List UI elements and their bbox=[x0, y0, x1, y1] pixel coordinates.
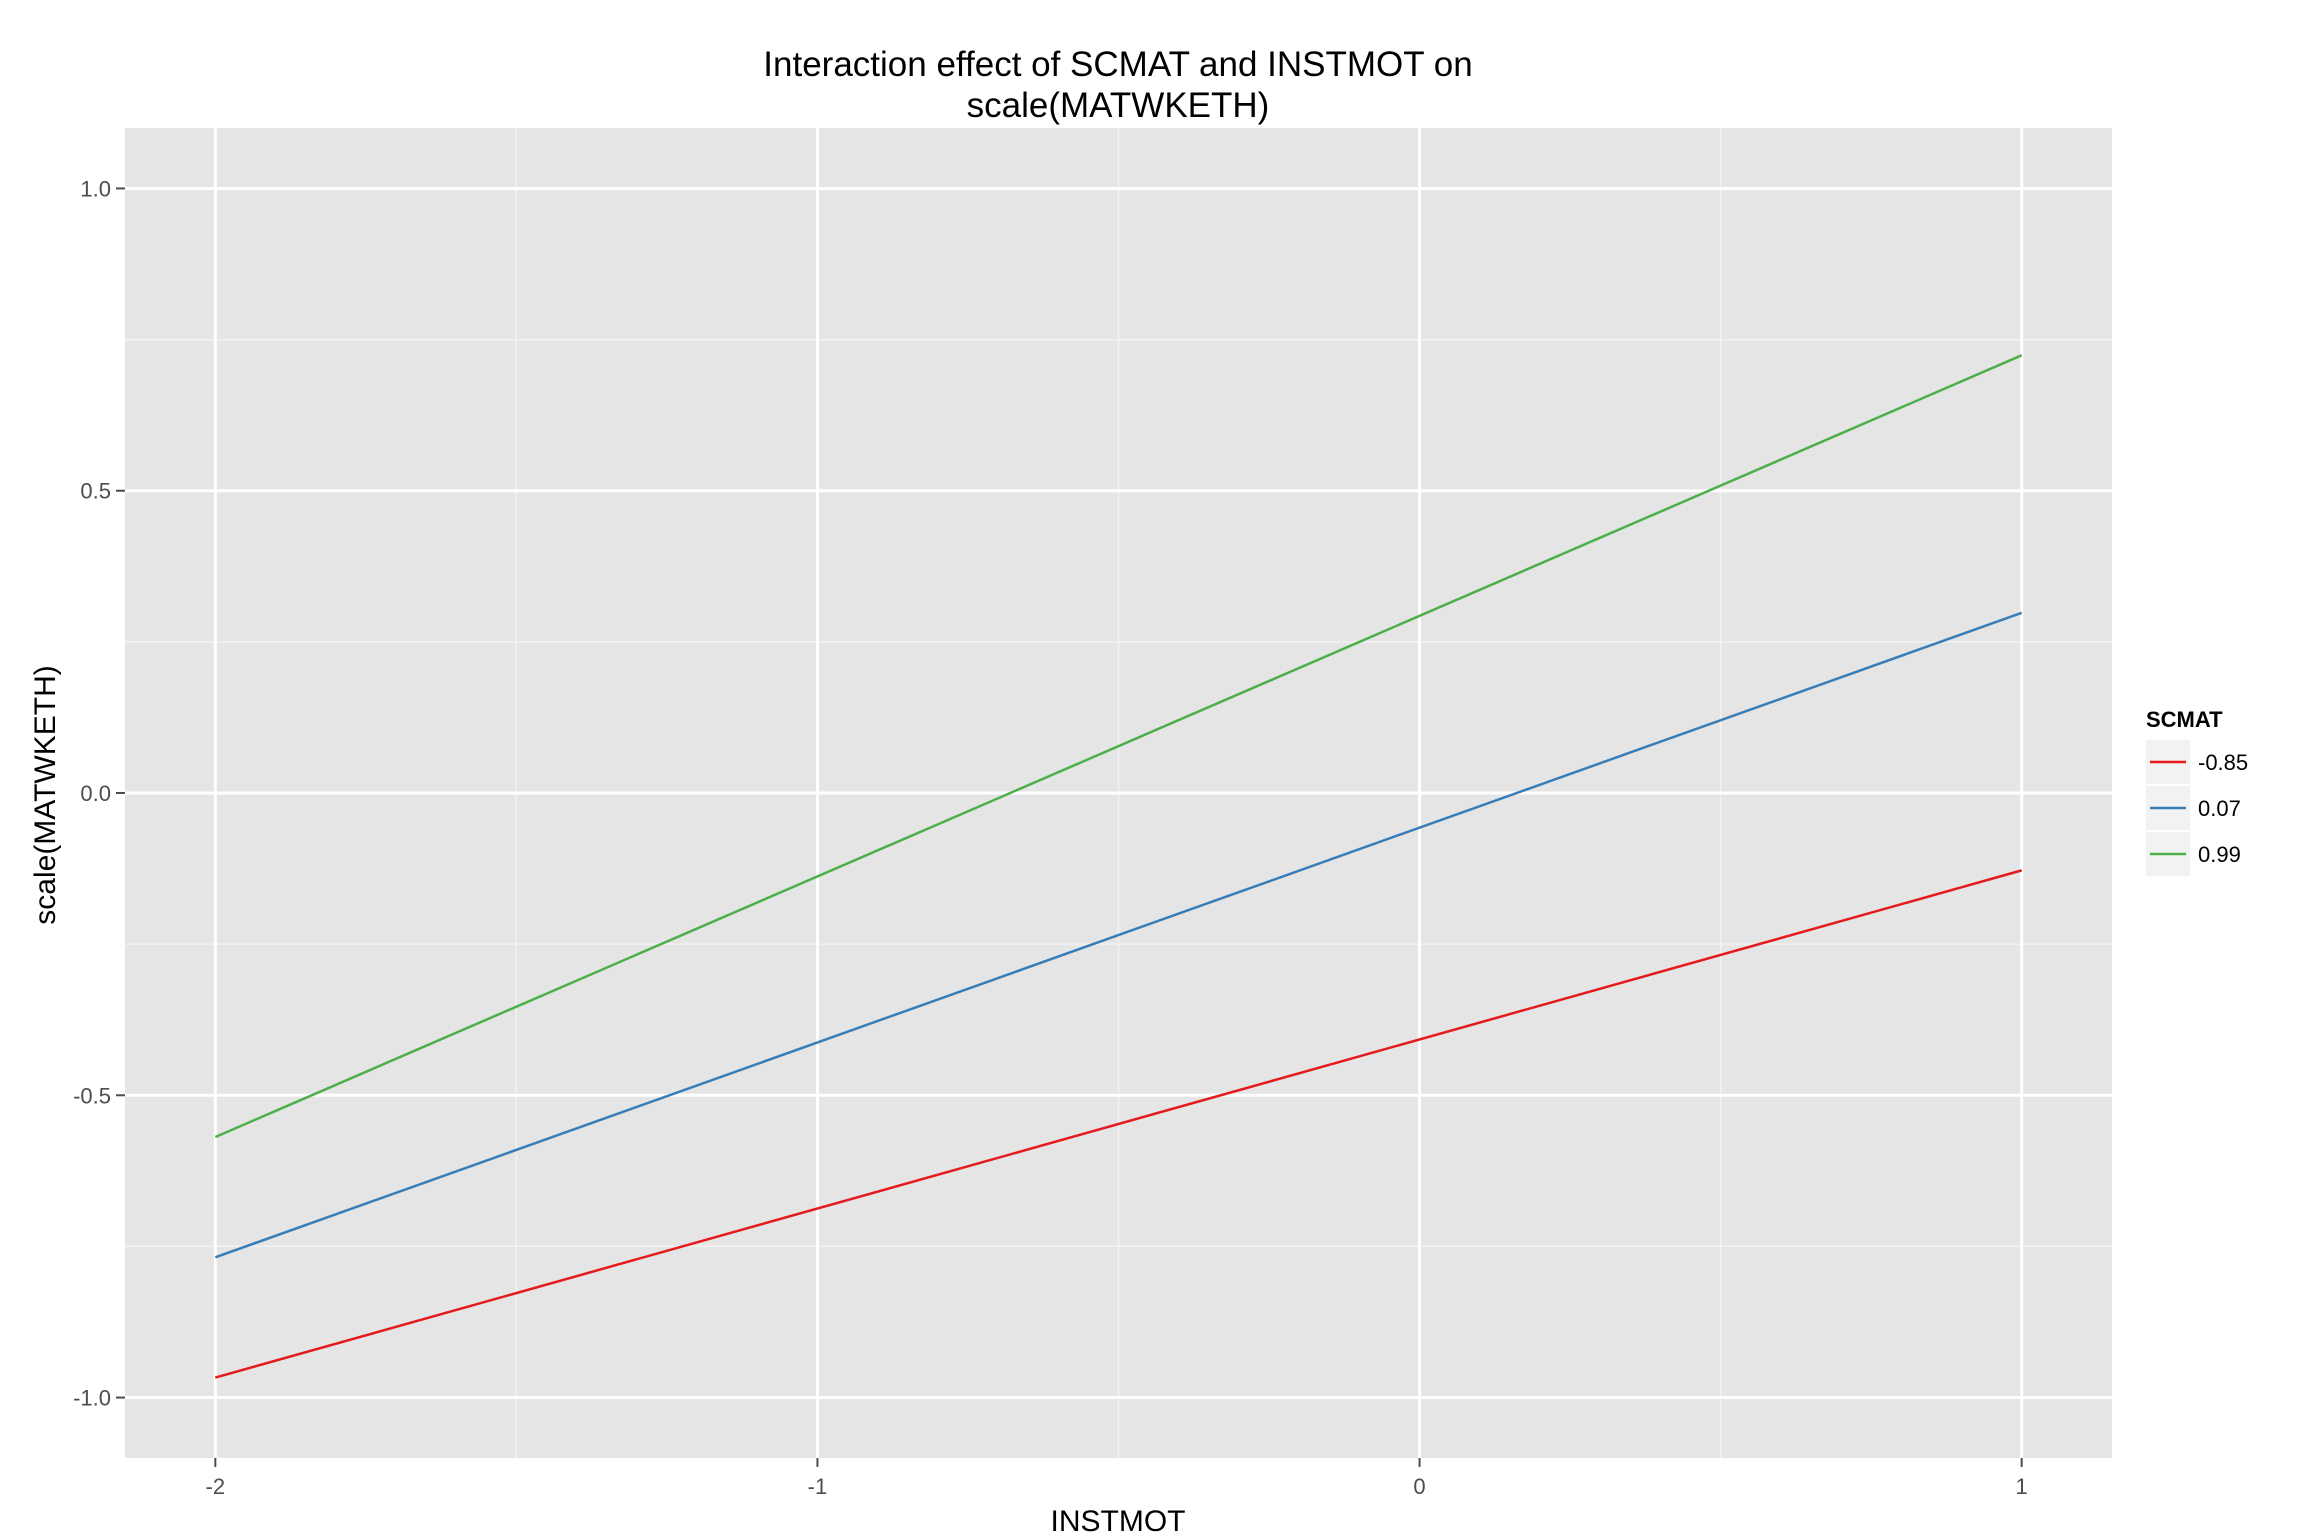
x-tick-label: 0 bbox=[1413, 1474, 1425, 1499]
series-line-2 bbox=[214, 354, 2023, 1139]
legend-label: -0.85 bbox=[2198, 750, 2248, 775]
chart-title: Interaction effect of SCMAT and INSTMOT … bbox=[763, 45, 1472, 84]
series-line-1 bbox=[214, 611, 2023, 1259]
legend-title: SCMAT bbox=[2146, 707, 2223, 732]
major-gridlines bbox=[125, 128, 2112, 1458]
legend-label: 0.99 bbox=[2198, 842, 2241, 867]
y-tick-label: 0.5 bbox=[80, 479, 111, 504]
y-axis: -1.0 -0.5 0.0 0.5 1.0 bbox=[73, 176, 125, 1411]
x-tick-label: -1 bbox=[808, 1474, 828, 1499]
y-tick-label: 0.0 bbox=[80, 781, 111, 806]
series-line-0 bbox=[214, 869, 2023, 1379]
chart-title-line-2: scale(MATWKETH) bbox=[967, 86, 1270, 125]
x-tick-label: 1 bbox=[2016, 1474, 2028, 1499]
series-lines bbox=[214, 354, 2023, 1379]
y-tick-label: -1.0 bbox=[73, 1386, 111, 1411]
x-tick-label: -2 bbox=[206, 1474, 226, 1499]
x-axis: -2 -1 0 1 bbox=[206, 1458, 2028, 1499]
x-axis-title: INSTMOT bbox=[1051, 1505, 1186, 1536]
legend-label: 0.07 bbox=[2198, 796, 2241, 821]
y-axis-title: scale(MATWKETH) bbox=[29, 665, 62, 924]
legend: SCMAT -0.85 0.07 0.99 bbox=[2146, 707, 2248, 876]
y-tick-label: 1.0 bbox=[80, 176, 111, 201]
y-tick-label: -0.5 bbox=[73, 1083, 111, 1108]
